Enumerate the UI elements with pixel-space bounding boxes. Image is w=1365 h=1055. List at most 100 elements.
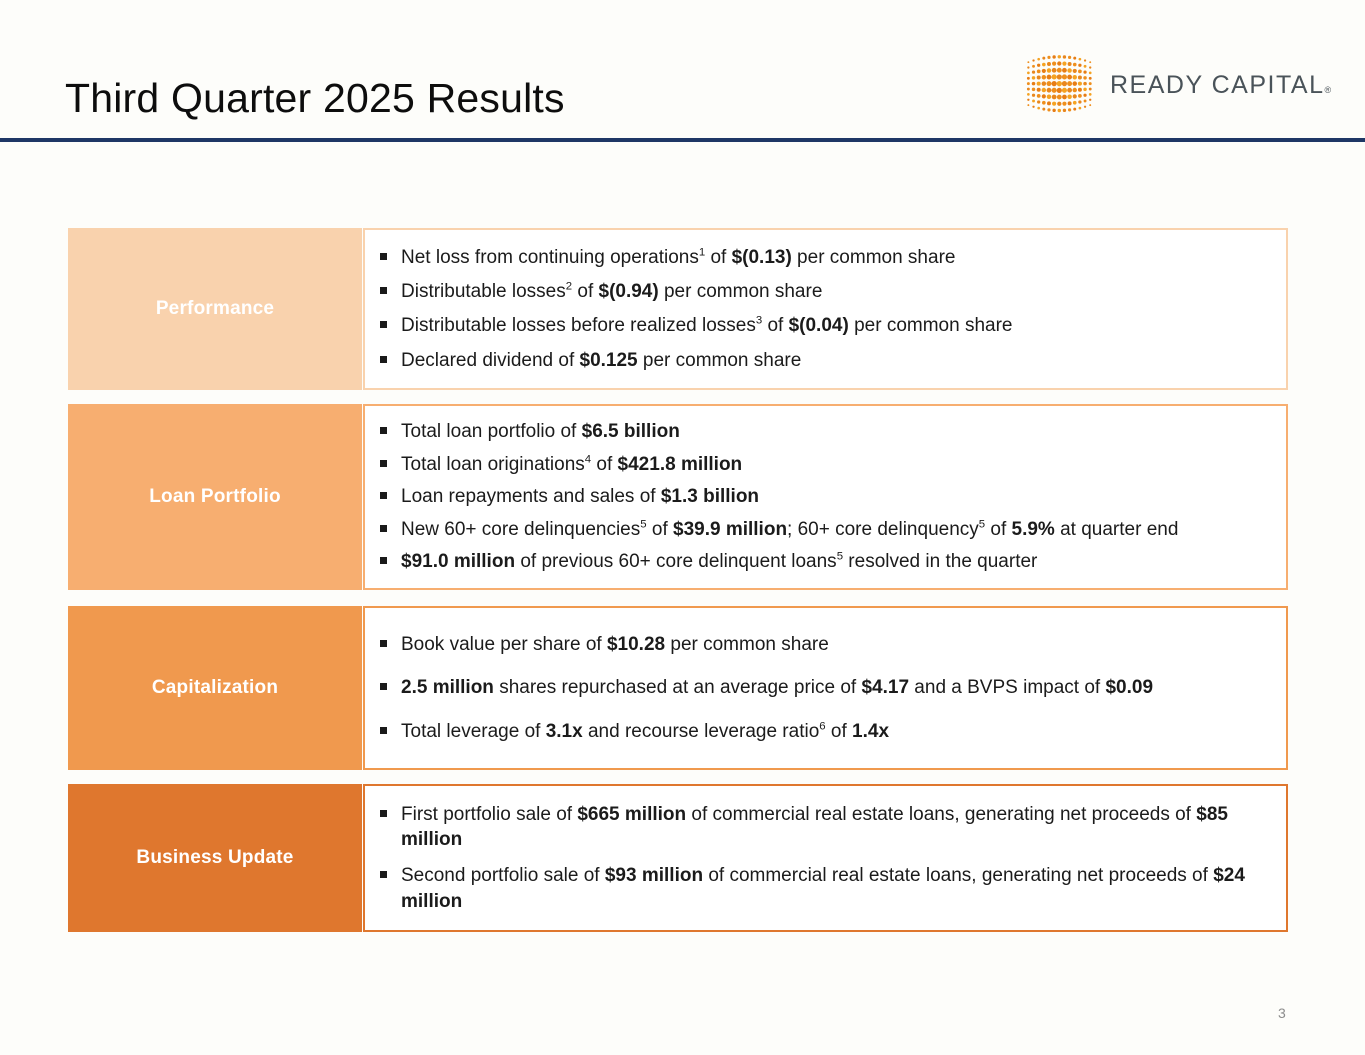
bullet-text-segment: of previous 60+ core delinquent loans — [515, 551, 837, 573]
bullet-item: Second portfolio sale of $93 million of … — [377, 863, 1270, 914]
bullet-text: $91.0 million of previous 60+ core delin… — [401, 549, 1037, 575]
bullet-text-segment: of — [591, 453, 618, 475]
footnote-superscript: 5 — [640, 518, 647, 531]
bullet-item: $91.0 million of previous 60+ core delin… — [377, 549, 1270, 575]
bullet-text-segment: $(0.04) — [788, 315, 849, 337]
bullet-text-segment: 1.4x — [852, 720, 890, 742]
logo-dot-matrix-icon — [1026, 55, 1092, 113]
bullet-text: Total loan portfolio of $6.5 billion — [401, 419, 680, 445]
registered-trademark-icon: ® — [1324, 84, 1333, 95]
section-label-loan-portfolio: Loan Portfolio — [68, 404, 362, 590]
footnote-superscript: 6 — [819, 720, 826, 733]
bullet-square-icon — [380, 492, 387, 500]
bullet-item: 2.5 million shares repurchased at an ave… — [377, 675, 1270, 701]
bullet-text-segment: $24 million — [401, 864, 1245, 912]
footnote-superscript: 2 — [565, 280, 573, 293]
bullet-item: Declared dividend of $0.125 per common s… — [377, 348, 1270, 374]
bullet-item: Total loan originations4 of $421.8 milli… — [377, 452, 1270, 478]
bullet-text-segment: 2.5 million — [401, 677, 494, 699]
page-title: Third Quarter 2025 Results — [65, 75, 565, 121]
sections-root: Performance Net loss from continuing ope… — [68, 228, 1288, 932]
section-row: Performance Net loss from continuing ope… — [68, 228, 1288, 390]
logo-wordmark: READY CAPITAL® — [1110, 71, 1333, 100]
bullet-square-icon — [380, 459, 387, 467]
page-number: 3 — [1278, 1005, 1286, 1021]
bullet-text: Distributable losses2 of $(0.94) per com… — [401, 279, 822, 305]
bullet-square-icon — [380, 321, 387, 329]
bullet-text-segment: $(0.94) — [598, 281, 659, 303]
bullet-text-segment: 5.9% — [1011, 518, 1055, 540]
bullet-text: Loan repayments and sales of $1.3 billio… — [401, 484, 759, 510]
bullet-text-segment: $1.3 billion — [660, 486, 760, 508]
section-row: Loan Portfolio Total loan portfolio of $… — [68, 404, 1288, 590]
bullet-text-segment: per common share — [637, 349, 802, 371]
bullet-text-segment: $93 million — [604, 864, 704, 886]
bullet-square-icon — [380, 287, 387, 295]
bullet-text: Total loan originations4 of $421.8 milli… — [401, 452, 742, 478]
bullet-text-segment: $0.125 — [579, 349, 638, 371]
bullet-text-segment: Distributable losses — [401, 281, 566, 303]
bullet-text-segment: $0.09 — [1105, 677, 1154, 699]
bullet-text: Book value per share of $10.28 per commo… — [401, 632, 829, 658]
bullet-text: Total leverage of 3.1x and recourse leve… — [401, 719, 889, 745]
bullet-text-segment: resolved in the quarter — [843, 551, 1038, 573]
bullet-text-segment: of — [762, 315, 789, 337]
footnote-superscript: 5 — [836, 551, 844, 563]
section-row: Capitalization Book value per share of $… — [68, 606, 1288, 770]
bullet-text-segment: Loan repayments and sales of — [401, 486, 661, 508]
bullet-item: Total loan portfolio of $6.5 billion — [377, 419, 1270, 445]
bullet-item: Distributable losses before realized los… — [377, 313, 1270, 339]
bullet-text-segment: $4.17 — [861, 677, 910, 699]
bullet-item: Book value per share of $10.28 per commo… — [377, 632, 1270, 658]
bullet-square-icon — [380, 524, 387, 532]
bullet-item: First portfolio sale of $665 million of … — [377, 802, 1270, 853]
footnote-superscript: 5 — [978, 518, 986, 531]
bullet-text-segment: of commercial real estate loans, generat… — [686, 803, 1197, 825]
bullet-text-segment: $85 million — [401, 803, 1228, 851]
bullet-text: Distributable losses before realized los… — [401, 313, 1012, 339]
bullet-item: New 60+ core delinquencies5 of $39.9 mil… — [377, 517, 1270, 543]
bullet-text-segment: First portfolio sale of — [401, 803, 578, 825]
bullet-text-segment: $91.0 million — [401, 551, 516, 573]
bullet-square-icon — [380, 809, 387, 817]
bullet-text-segment: per common share — [658, 281, 823, 303]
bullet-text-segment: Net loss from continuing operations — [401, 246, 699, 268]
bullet-text-segment: of — [825, 720, 853, 742]
bullet-square-icon — [380, 639, 387, 647]
bullet-text: 2.5 million shares repurchased at an ave… — [401, 675, 1153, 701]
bullet-text-segment: $6.5 billion — [581, 420, 680, 442]
bullet-square-icon — [380, 870, 387, 878]
bullet-text-segment: ; 60+ core delinquency — [787, 518, 979, 540]
bullet-text-segment: Book value per share of — [401, 633, 607, 655]
section-row: Business Update First portfolio sale of … — [68, 784, 1288, 932]
bullet-text-segment: at quarter end — [1054, 518, 1179, 540]
section-content: First portfolio sale of $665 million of … — [363, 784, 1288, 932]
section-label-capitalization: Capitalization — [68, 606, 362, 770]
section-content: Net loss from continuing operations1 of … — [363, 228, 1288, 390]
bullet-square-icon — [380, 252, 387, 260]
section-label-business-update: Business Update — [68, 784, 362, 932]
bullet-square-icon — [380, 557, 387, 565]
section-label-performance: Performance — [68, 228, 362, 390]
bullet-text-segment: shares repurchased at an average price o… — [493, 677, 862, 699]
bullet-square-icon — [380, 355, 387, 363]
footnote-superscript: 1 — [698, 246, 706, 259]
bullet-text-segment: of — [705, 246, 732, 268]
bullet-text: Second portfolio sale of $93 million of … — [401, 863, 1270, 914]
bullet-text-segment: $421.8 million — [617, 453, 743, 475]
bullet-text-segment: Total loan originations — [401, 453, 585, 475]
bullet-text-segment: Total loan portfolio of — [401, 420, 582, 442]
bullet-text-segment: Total leverage of — [401, 720, 546, 742]
bullet-text-segment: $10.28 — [606, 633, 666, 655]
bullet-text-segment: of — [985, 518, 1012, 540]
bullet-text-segment: New 60+ core delinquencies — [401, 518, 641, 540]
bullet-text-segment: and recourse leverage ratio — [582, 720, 820, 742]
bullet-item: Distributable losses2 of $(0.94) per com… — [377, 279, 1270, 305]
bullet-text-segment: per common share — [791, 246, 956, 268]
bullet-text: New 60+ core delinquencies5 of $39.9 mil… — [401, 517, 1178, 543]
section-content: Total loan portfolio of $6.5 billion Tota… — [363, 404, 1288, 590]
bullet-text: Net loss from continuing operations1 of … — [401, 245, 955, 271]
bullet-text-segment: Second portfolio sale of — [401, 864, 605, 886]
bullet-text-segment: Distributable losses before realized los… — [401, 315, 756, 337]
